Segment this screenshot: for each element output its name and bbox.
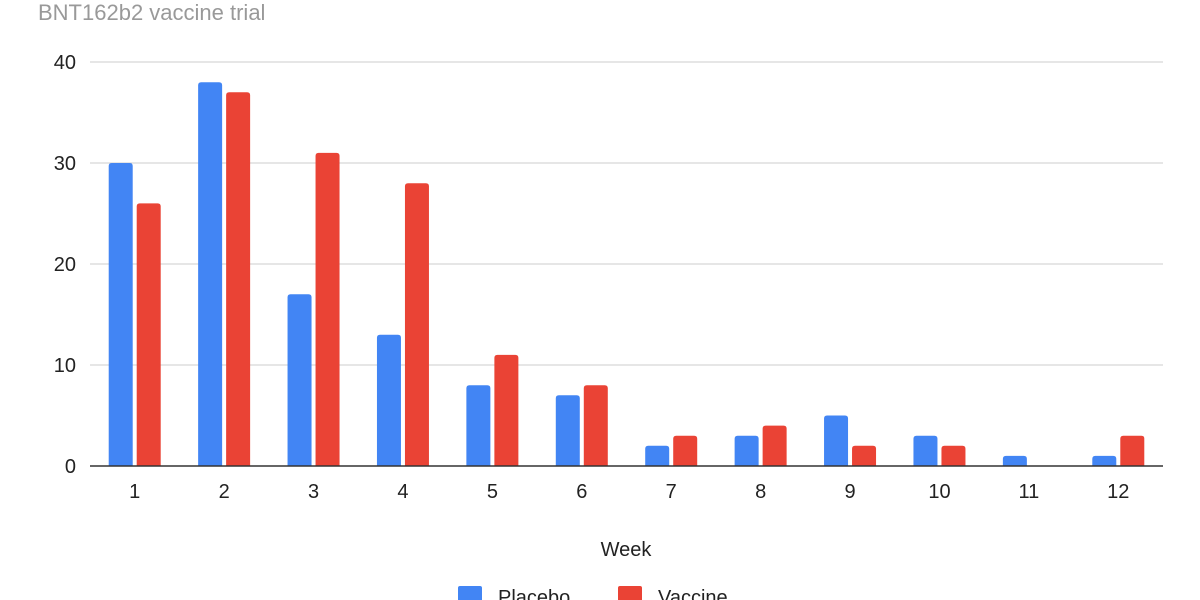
legend: Placebo Vaccine <box>458 586 728 600</box>
x-tick-label: 12 <box>1107 481 1129 503</box>
bar-vaccine-week-6 <box>583 385 608 466</box>
bar-vaccine-week-9 <box>852 445 877 466</box>
x-axis-ticks: 1 2 3 4 5 6 7 8 9 10 11 12 <box>129 481 1129 503</box>
x-tick-label: 8 <box>755 481 766 503</box>
y-axis-ticks: 0 10 20 30 40 <box>54 52 76 478</box>
bar-placebo-week-7 <box>645 445 670 466</box>
x-tick-label: 6 <box>576 481 587 503</box>
y-tick-label: 0 <box>65 456 76 478</box>
legend-swatch-placebo <box>458 586 482 600</box>
bars <box>108 82 1145 467</box>
y-tick-label: 20 <box>54 254 76 276</box>
legend-label-placebo: Placebo <box>498 587 570 600</box>
bar-vaccine-week-8 <box>762 425 787 466</box>
x-tick-label: 7 <box>666 481 677 503</box>
x-tick-label: 4 <box>397 481 408 503</box>
x-tick-label: 9 <box>844 481 855 503</box>
bar-placebo-week-3 <box>287 294 312 466</box>
x-tick-label: 3 <box>308 481 319 503</box>
y-tick-label: 40 <box>54 52 76 74</box>
bar-vaccine-week-4 <box>404 183 429 466</box>
x-tick-label: 10 <box>928 481 950 503</box>
bar-placebo-week-9 <box>824 415 849 466</box>
legend-swatch-vaccine <box>618 586 642 600</box>
bar-vaccine-week-7 <box>673 435 698 466</box>
bar-placebo-week-5 <box>466 385 491 466</box>
y-tick-label: 30 <box>54 153 76 175</box>
chart-title: BNT162b2 vaccine trial <box>38 0 265 25</box>
bar-vaccine-week-2 <box>226 92 251 467</box>
bar-vaccine-week-5 <box>494 354 519 466</box>
x-tick-label: 5 <box>487 481 498 503</box>
bar-placebo-week-8 <box>734 435 759 466</box>
bar-vaccine-week-1 <box>136 203 161 466</box>
x-tick-label: 1 <box>129 481 140 503</box>
bar-placebo-week-2 <box>198 82 223 466</box>
x-tick-label: 11 <box>1018 481 1039 503</box>
y-tick-label: 10 <box>54 355 76 377</box>
bar-vaccine-week-10 <box>941 445 966 466</box>
gridlines <box>90 61 1163 366</box>
bar-placebo-week-4 <box>376 334 401 466</box>
bar-placebo-week-11 <box>1002 455 1027 466</box>
bar-vaccine-week-12 <box>1120 435 1145 466</box>
bar-placebo-week-1 <box>108 163 133 466</box>
x-tick-label: 2 <box>219 481 230 503</box>
legend-label-vaccine: Vaccine <box>658 587 728 600</box>
bar-placebo-week-12 <box>1092 455 1117 466</box>
bar-placebo-week-10 <box>913 435 938 466</box>
bar-vaccine-week-3 <box>315 152 340 466</box>
x-axis-title: Week <box>601 539 653 561</box>
bar-placebo-week-6 <box>555 395 580 466</box>
